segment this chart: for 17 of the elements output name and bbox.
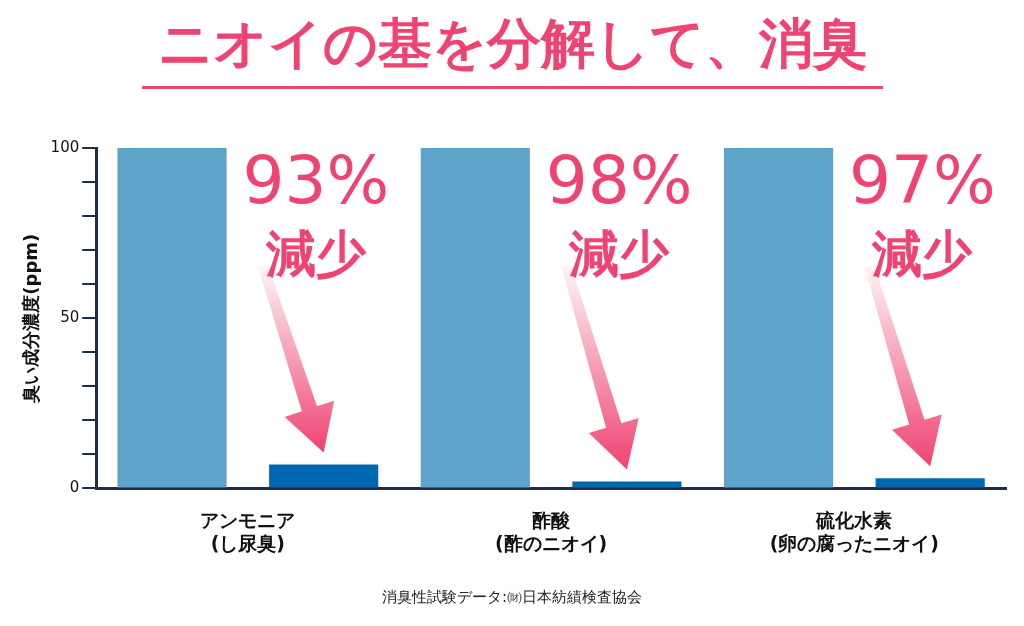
x-tick-label: 硫化水素 (卵の腐ったニオイ) bbox=[769, 508, 940, 554]
chart-title: ニオイの基を分解して、消臭 bbox=[141, 8, 883, 89]
annotation: 93% 減少 bbox=[242, 142, 390, 283]
y-tick-label: 100 bbox=[50, 137, 80, 156]
bar bbox=[723, 148, 834, 488]
x-tick-label: アンモニア (し尿臭) bbox=[200, 508, 296, 554]
annotation: 98% 減少 bbox=[545, 142, 693, 283]
y-axis-title: 臭い成分濃度(ppm) bbox=[20, 233, 42, 404]
y-tick-label: 50 bbox=[60, 308, 80, 327]
bar bbox=[117, 148, 227, 488]
x-tick-label: 酢酸 (酢のニオイ) bbox=[494, 508, 608, 554]
y-tick-label: 0 bbox=[69, 478, 80, 497]
annotation: 97% 減少 bbox=[849, 142, 996, 283]
bar bbox=[420, 148, 530, 488]
bar bbox=[269, 464, 379, 488]
bar bbox=[875, 478, 985, 488]
text: 消臭性試験データ:㈶日本紡績検査協会 bbox=[380, 588, 644, 607]
